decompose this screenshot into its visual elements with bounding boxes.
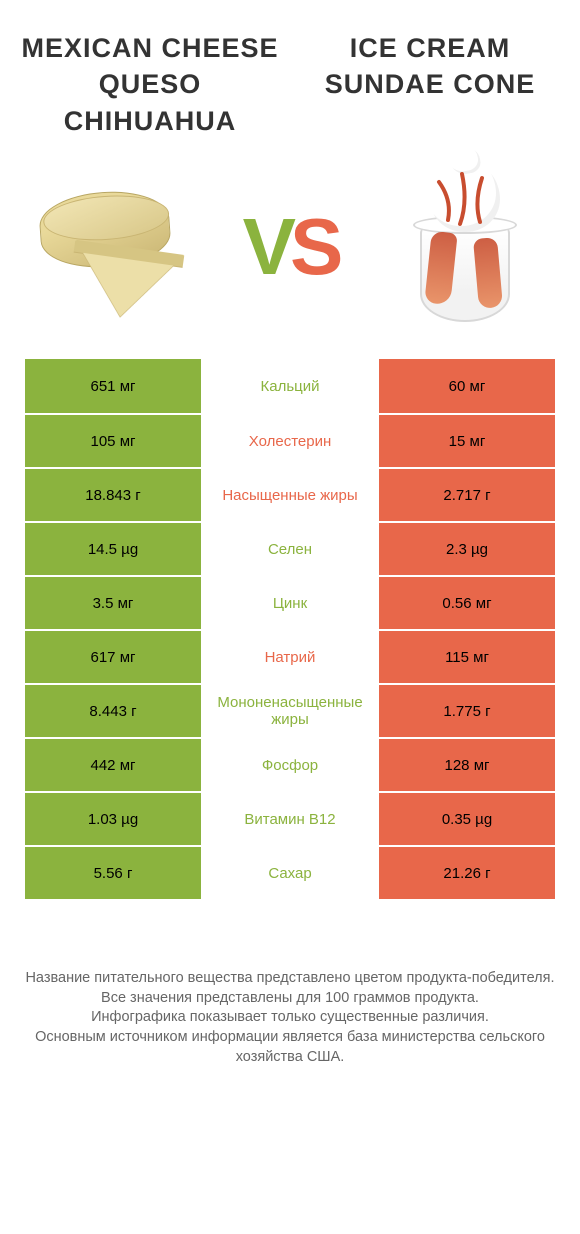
- header: MEXICAN CHEESE QUESO CHIHUAHUA ICE CREAM…: [0, 0, 580, 149]
- left-value: 14.5 µg: [25, 523, 201, 575]
- table-row: 105 мгХолестерин15 мг: [25, 413, 555, 467]
- table-row: 14.5 µgСелен2.3 µg: [25, 521, 555, 575]
- right-value: 128 мг: [379, 739, 555, 791]
- right-value: 0.35 µg: [379, 793, 555, 845]
- nutrient-table: 651 мгКальций60 мг105 мгХолестерин15 мг1…: [25, 359, 555, 899]
- right-value: 1.775 г: [379, 685, 555, 737]
- right-value: 60 мг: [379, 359, 555, 413]
- left-value: 651 мг: [25, 359, 201, 413]
- left-value: 8.443 г: [25, 685, 201, 737]
- nutrient-label: Мононенасыщенные жиры: [201, 685, 379, 737]
- left-value: 105 мг: [25, 415, 201, 467]
- right-product-title: ICE CREAM SUNDAE CONE: [300, 30, 560, 139]
- cheese-icon: [30, 162, 200, 332]
- table-row: 3.5 мгЦинк0.56 мг: [25, 575, 555, 629]
- left-value: 1.03 µg: [25, 793, 201, 845]
- nutrient-label: Насыщенные жиры: [201, 469, 379, 521]
- left-value: 442 мг: [25, 739, 201, 791]
- footer-line: Основным источником информации является …: [15, 1028, 565, 1067]
- table-row: 442 мгФосфор128 мг: [25, 737, 555, 791]
- right-value: 115 мг: [379, 631, 555, 683]
- vs-v: V: [243, 201, 290, 293]
- left-value: 3.5 мг: [25, 577, 201, 629]
- nutrient-label: Кальций: [201, 359, 379, 413]
- footer-line: Все значения представлены для 100 граммо…: [15, 989, 565, 1009]
- left-value: 5.56 г: [25, 847, 201, 899]
- right-value: 0.56 мг: [379, 577, 555, 629]
- table-row: 1.03 µgВитамин B120.35 µg: [25, 791, 555, 845]
- nutrient-label: Витамин B12: [201, 793, 379, 845]
- vs-s: S: [290, 201, 337, 293]
- nutrient-label: Цинк: [201, 577, 379, 629]
- table-row: 617 мгНатрий115 мг: [25, 629, 555, 683]
- table-row: 18.843 гНасыщенные жиры2.717 г: [25, 467, 555, 521]
- nutrient-label: Холестерин: [201, 415, 379, 467]
- nutrient-label: Натрий: [201, 631, 379, 683]
- right-value: 21.26 г: [379, 847, 555, 899]
- right-value: 15 мг: [379, 415, 555, 467]
- table-row: 651 мгКальций60 мг: [25, 359, 555, 413]
- table-row: 5.56 гСахар21.26 г: [25, 845, 555, 899]
- left-value: 18.843 г: [25, 469, 201, 521]
- table-row: 8.443 гМононенасыщенные жиры1.775 г: [25, 683, 555, 737]
- left-product-title: MEXICAN CHEESE QUESO CHIHUAHUA: [20, 30, 280, 139]
- left-value: 617 мг: [25, 631, 201, 683]
- sundae-icon: [380, 162, 550, 332]
- right-value: 2.717 г: [379, 469, 555, 521]
- nutrient-label: Фосфор: [201, 739, 379, 791]
- right-value: 2.3 µg: [379, 523, 555, 575]
- nutrient-label: Селен: [201, 523, 379, 575]
- nutrient-label: Сахар: [201, 847, 379, 899]
- footer-line: Название питательного вещества представл…: [15, 969, 565, 989]
- footer-line: Инфографика показывает только существенн…: [15, 1008, 565, 1028]
- footer-notes: Название питательного вещества представл…: [0, 969, 580, 1067]
- images-row: V S: [0, 149, 580, 359]
- vs-label: V S: [243, 201, 338, 293]
